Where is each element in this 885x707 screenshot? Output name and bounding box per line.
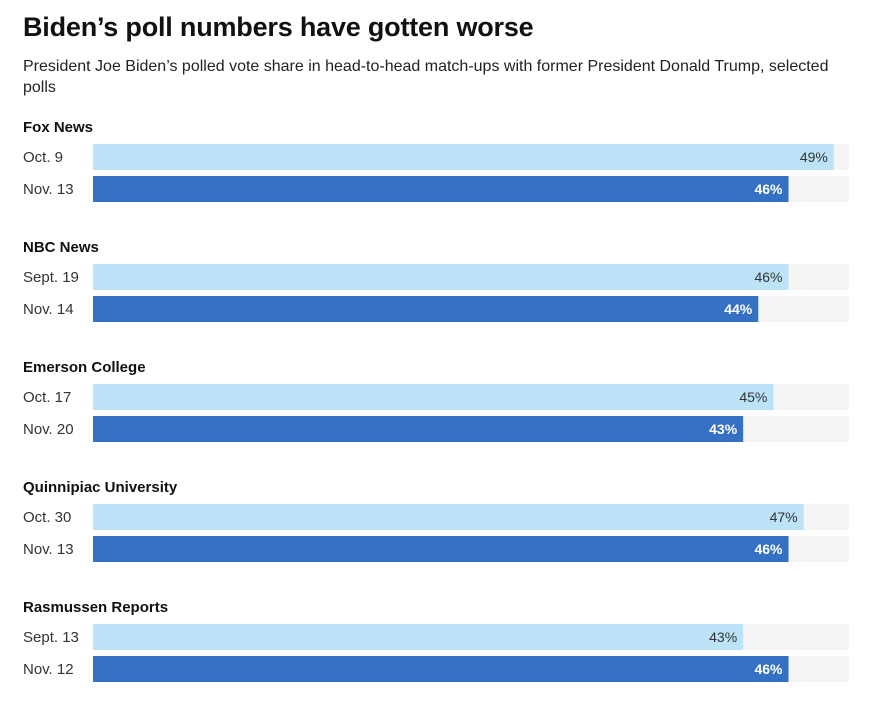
poll-date-label: Nov. 20 (23, 421, 74, 438)
bar-later-poll (93, 416, 744, 442)
poll-date-label: Oct. 30 (23, 509, 71, 526)
poll-date-label: Sept. 19 (23, 269, 79, 286)
chart-title: Biden’s poll numbers have gotten worse (23, 12, 534, 42)
chart-subtitle: President Joe Biden’s polled vote share … (23, 58, 829, 96)
group-label: Quinnipiac University (23, 479, 178, 496)
bar-value-label: 43% (709, 629, 737, 645)
bar-value-label: 46% (754, 661, 783, 677)
bar-value-label: 46% (754, 181, 783, 197)
poll-date-label: Nov. 13 (23, 181, 74, 198)
bar-earlier-poll (93, 624, 744, 650)
bar-value-label: 47% (770, 509, 798, 525)
bar-later-poll (93, 296, 759, 322)
group-label: NBC News (23, 239, 99, 256)
bar-value-label: 49% (800, 149, 828, 165)
bar-earlier-poll (93, 264, 789, 290)
bar-value-label: 46% (754, 269, 782, 285)
bar-earlier-poll (93, 384, 774, 410)
bar-value-label: 45% (739, 389, 767, 405)
bar-later-poll (93, 536, 789, 562)
poll-date-label: Nov. 14 (23, 301, 74, 318)
bar-value-label: 43% (709, 421, 738, 437)
bar-later-poll (93, 176, 789, 202)
poll-date-label: Nov. 13 (23, 541, 74, 558)
poll-date-label: Nov. 12 (23, 661, 74, 678)
group-label: Emerson College (23, 359, 146, 376)
poll-date-label: Oct. 17 (23, 389, 71, 406)
poll-date-label: Sept. 13 (23, 629, 79, 646)
bar-earlier-poll (93, 504, 804, 530)
poll-date-label: Oct. 9 (23, 149, 63, 166)
group-label: Rasmussen Reports (23, 599, 168, 616)
bar-value-label: 46% (754, 541, 783, 557)
bar-earlier-poll (93, 144, 834, 170)
bar-value-label: 44% (724, 301, 753, 317)
group-label: Fox News (23, 119, 93, 136)
bar-later-poll (93, 656, 789, 682)
